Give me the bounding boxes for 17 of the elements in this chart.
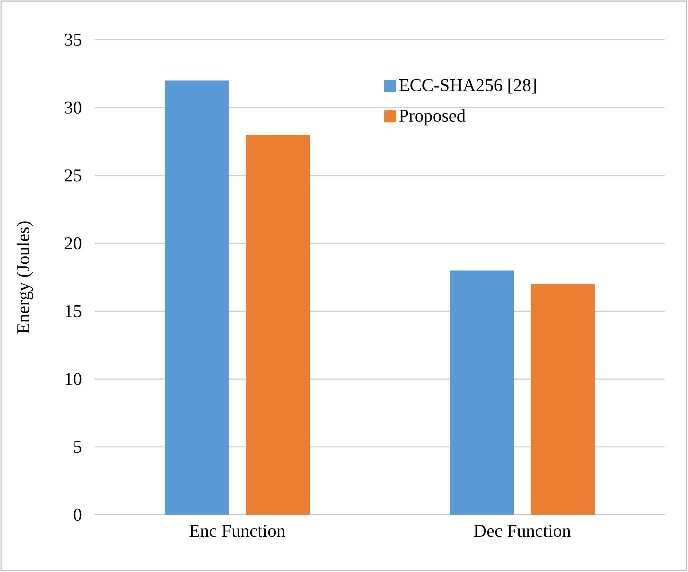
y-tick-label: 15	[66, 305, 82, 318]
bar	[450, 270, 514, 515]
bar	[246, 135, 310, 515]
y-tick-label: 20	[65, 237, 82, 250]
y-tick-label: 35	[65, 34, 82, 46]
y-tick-label: 25	[65, 170, 82, 182]
bar	[531, 284, 596, 515]
y-tick-label: 5	[74, 441, 82, 454]
y-tick-label: 30	[65, 102, 82, 114]
y-tick-label: 10	[66, 373, 82, 386]
y-tick-label: 0	[74, 508, 82, 522]
x-tick-label: Enc Function	[190, 525, 286, 538]
x-tick-label: Dec Function	[474, 525, 571, 538]
legend-label: Proposed	[399, 109, 466, 126]
y-axis-title: Energy (Joules)	[16, 222, 34, 334]
legend-label: ECC-SHA256 [28]	[399, 78, 536, 94]
bar	[165, 80, 230, 515]
